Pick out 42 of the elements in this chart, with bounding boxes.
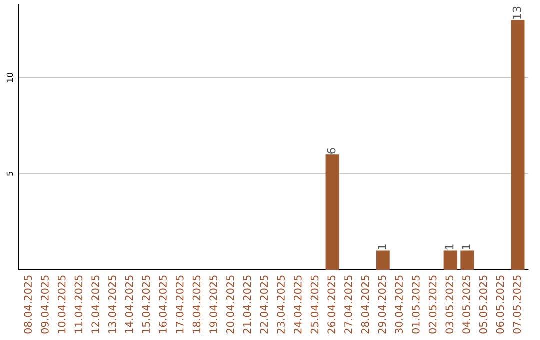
x-tick-label: 29.04.2025 (378, 276, 386, 334)
x-tick-label: 01.05.2025 (412, 276, 420, 334)
x-tick-label: 22.04.2025 (260, 276, 268, 334)
bar (511, 20, 525, 270)
x-tick-label: 14.04.2025 (125, 276, 134, 334)
x-tick-label: 13.04.2025 (108, 276, 116, 334)
x-tick-label: 27.04.2025 (344, 276, 352, 334)
x-tick-label: 12.04.2025 (92, 276, 100, 334)
x-tick-label: 20.04.2025 (226, 276, 234, 334)
x-tick-label: 24.04.2025 (294, 276, 302, 334)
bar (376, 250, 390, 270)
x-tick-label: 04.05.2025 (462, 276, 470, 334)
x-tick-label: 15.04.2025 (142, 276, 150, 334)
x-tick-label: 11.04.2025 (74, 276, 83, 334)
x-tick-label: 02.05.2025 (428, 276, 437, 334)
x-tick-label: 26.04.2025 (328, 276, 336, 334)
bar (444, 250, 458, 270)
x-tick-label: 03.05.2025 (446, 276, 454, 334)
x-tick-label: 30.04.2025 (395, 276, 403, 334)
data-label: 6 (327, 148, 336, 154)
x-tick-label: 18.04.2025 (192, 276, 201, 334)
data-label: 1 (378, 244, 386, 250)
x-tick-label: 09.04.2025 (41, 276, 49, 334)
y-tick-label: 5 (6, 172, 14, 176)
bar (460, 250, 474, 270)
x-tick-label: 17.04.2025 (176, 276, 184, 334)
x-tick-label: 21.04.2025 (243, 276, 252, 334)
x-tick-label: 08.04.2025 (24, 276, 32, 334)
x-tick-label: 10.04.2025 (58, 276, 66, 334)
y-tick-label: 10 (6, 73, 14, 82)
x-tick-label: 23.04.2025 (277, 276, 285, 334)
data-label: 13 (512, 6, 522, 19)
data-label: 1 (462, 244, 470, 250)
x-tick-label: 19.04.2025 (210, 276, 218, 334)
x-tick-label: 28.04.2025 (361, 276, 370, 334)
x-tick-label: 05.05.2025 (479, 276, 488, 334)
data-label: 1 (446, 244, 454, 250)
x-tick-label: 06.05.2025 (496, 276, 504, 334)
x-tick-label: 16.04.2025 (159, 276, 167, 334)
x-tick-label: 25.04.2025 (310, 276, 319, 334)
bar (326, 154, 340, 270)
x-tick-label: 07.05.2025 (513, 276, 522, 334)
